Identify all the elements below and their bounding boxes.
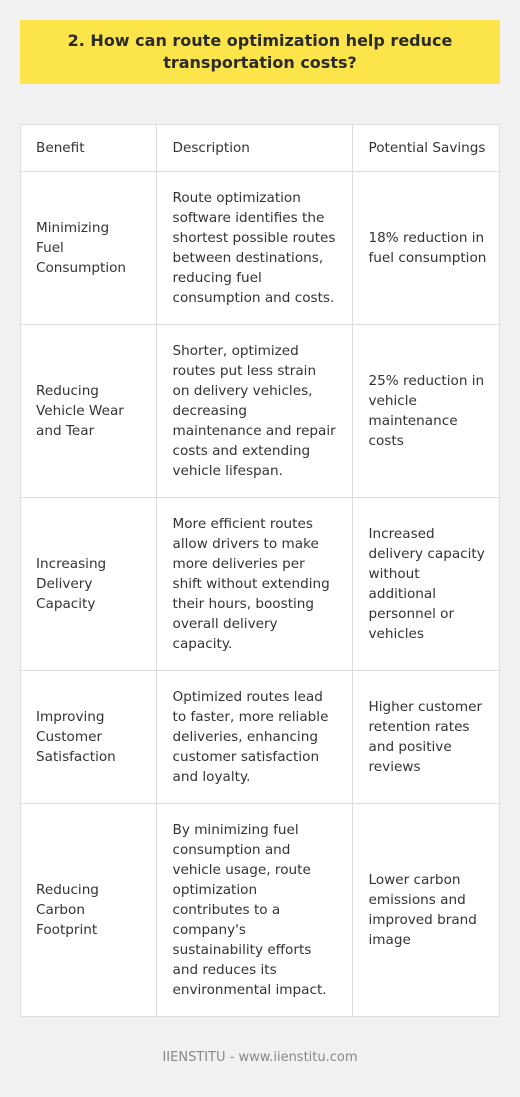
benefits-table-container: Benefit Description Potential Savings Mi… <box>20 124 500 1017</box>
table-row: Reducing Carbon Footprint By minimizing … <box>21 803 499 1016</box>
table-row: Improving Customer Satisfaction Optimize… <box>21 670 499 804</box>
table-row: Increasing Delivery Capacity More effici… <box>21 497 499 671</box>
cell-benefit: Increasing Delivery Capacity <box>21 497 156 671</box>
page-title: 2. How can route optimization help reduc… <box>67 31 453 72</box>
footer-credit: IIENSTITU - www.iienstitu.com <box>162 1050 358 1065</box>
header-benefit: Benefit <box>36 140 85 156</box>
cell-description: Optimized routes lead to faster, more re… <box>155 670 352 804</box>
cell-savings: 18% reduction in fuel consumption <box>351 171 499 325</box>
table-row: Reducing Vehicle Wear and Tear Shorter, … <box>21 324 499 498</box>
header-potential-savings: Potential Savings <box>351 125 499 172</box>
cell-benefit: Improving Customer Satisfaction <box>21 670 156 804</box>
cell-description: Route optimization software identifies t… <box>155 171 352 325</box>
cell-description: By minimizing fuel consumption and vehic… <box>155 803 352 1016</box>
table-header-row: Benefit Description Potential Savings <box>21 125 499 172</box>
cell-savings: 25% reduction in vehicle maintenance cos… <box>351 324 499 498</box>
cell-description: Shorter, optimized routes put less strai… <box>155 324 352 498</box>
cell-benefit: Reducing Vehicle Wear and Tear <box>21 324 156 498</box>
cell-benefit: Minimizing Fuel Consumption <box>21 171 156 325</box>
cell-description: More efficient routes allow drivers to m… <box>155 497 352 671</box>
cell-benefit: Reducing Carbon Footprint <box>21 803 156 1016</box>
table-row: Minimizing Fuel Consumption Route optimi… <box>21 171 499 325</box>
cell-savings: Lower carbon emissions and improved bran… <box>351 803 499 1016</box>
cell-savings: Increased delivery capacity without addi… <box>351 497 499 671</box>
header-description: Description <box>155 125 352 172</box>
benefits-table: Benefit Description Potential Savings Mi… <box>21 125 499 1016</box>
cell-savings: Higher customer retention rates and posi… <box>351 670 499 804</box>
title-banner: 2. How can route optimization help reduc… <box>20 20 500 84</box>
